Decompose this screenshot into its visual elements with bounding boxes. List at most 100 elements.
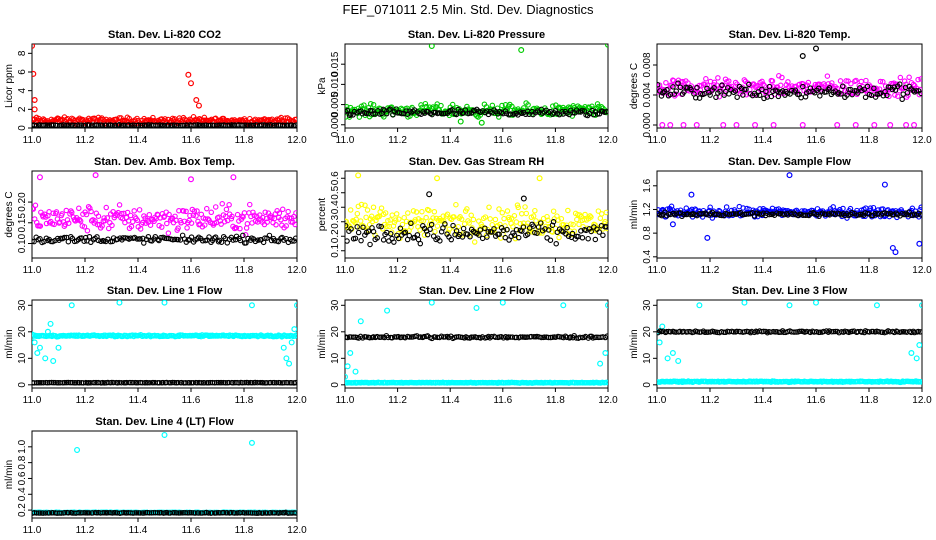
data-point (60, 380, 66, 386)
y-tick-label: 4 (17, 87, 28, 93)
data-point-outlier (911, 121, 918, 128)
data-point (81, 510, 87, 516)
x-tick-label: 11.8 (235, 395, 254, 406)
data-point (172, 236, 178, 243)
data-point (522, 204, 528, 210)
data-point (367, 100, 374, 107)
data-point (588, 214, 594, 220)
data-point-outlier (667, 121, 674, 128)
data-point (500, 227, 507, 234)
data-point (774, 88, 781, 94)
data-point (293, 379, 297, 386)
data-point (721, 329, 727, 336)
x-tick-label: 11.0 (648, 395, 667, 406)
data-point (160, 379, 166, 386)
data-point (910, 87, 917, 94)
data-point (740, 205, 746, 211)
data-point (198, 380, 205, 386)
data-point-outlier (280, 344, 287, 351)
data-point (545, 227, 552, 233)
data-point (86, 122, 92, 128)
data-point (273, 122, 280, 128)
data-point (276, 210, 283, 216)
data-point (761, 83, 768, 89)
data-point (667, 329, 674, 335)
data-point (848, 80, 854, 87)
data-point-outlier (680, 121, 687, 128)
x-tick-label: 11.8 (546, 265, 565, 276)
panel-3: Stan. Dev. Li-820 Temp. degrees C 11.0 11.2… (629, 29, 932, 146)
data-point (913, 88, 920, 94)
data-point (891, 84, 898, 90)
data-point (118, 210, 125, 217)
data-point (451, 214, 457, 220)
data-point (65, 220, 72, 226)
data-point (96, 221, 103, 228)
data-point-outlier (188, 176, 195, 183)
data-point (453, 111, 460, 118)
data-point (202, 222, 208, 228)
data-point (32, 238, 37, 245)
data-point (205, 510, 212, 516)
data-point (438, 102, 444, 109)
panel-title: Stan. Dev. Line 1 Flow (107, 285, 223, 297)
data-point (556, 111, 563, 118)
data-point (92, 218, 98, 224)
data-point (862, 94, 869, 101)
data-point (183, 208, 189, 215)
x-tick-label: 11.6 (182, 525, 201, 536)
data-point (446, 226, 453, 233)
data-point-outlier (892, 249, 899, 256)
data-point (663, 80, 669, 86)
data-point (368, 213, 375, 220)
x-tick-label: 11.6 (807, 265, 826, 276)
data-point (791, 329, 797, 335)
data-point-outlier (116, 300, 123, 306)
data-point (58, 510, 64, 516)
data-point (838, 91, 844, 97)
data-point (32, 202, 39, 209)
data-point-outlier (286, 360, 293, 367)
data-point (52, 379, 58, 386)
data-point (482, 225, 488, 231)
data-point-outlier (50, 357, 57, 364)
data-point (65, 510, 72, 516)
y-axis-label: ml/min (317, 329, 328, 358)
data-point (756, 92, 763, 99)
data-point (796, 328, 803, 335)
data-point (107, 509, 113, 516)
data-point (870, 328, 876, 335)
data-point (378, 334, 384, 340)
panel-title: Stan. Dev. Li-820 Temp. (729, 29, 851, 41)
data-point (292, 333, 297, 339)
data-point (534, 230, 540, 236)
data-point-outlier (161, 431, 168, 438)
data-point (596, 229, 603, 235)
data-point (549, 111, 556, 117)
panel-4: Stan. Dev. Amb. Box Temp. degrees C 11.0 11… (4, 156, 307, 276)
data-point (844, 92, 850, 98)
data-point (600, 232, 606, 239)
data-point (283, 223, 289, 229)
data-point (717, 88, 723, 95)
y-tick-label: 0.4 (642, 249, 653, 263)
data-point (81, 224, 88, 230)
data-point (918, 379, 922, 385)
data-point-outlier (195, 102, 202, 109)
data-point (458, 216, 465, 222)
data-point (905, 92, 911, 98)
x-tick-label: 11.2 (388, 265, 407, 276)
data-point (281, 379, 287, 386)
panel-title: Stan. Dev. Li-820 Pressure (408, 29, 545, 41)
data-point (770, 328, 777, 335)
data-point-outlier (428, 300, 435, 306)
y-tick-label: 0.8 (17, 455, 28, 469)
data-point (843, 78, 849, 84)
data-point-outlier (881, 181, 888, 188)
data-point (116, 202, 123, 208)
data-point (262, 235, 268, 241)
data-point (380, 237, 387, 243)
data-point (703, 76, 709, 82)
data-point (466, 220, 472, 226)
